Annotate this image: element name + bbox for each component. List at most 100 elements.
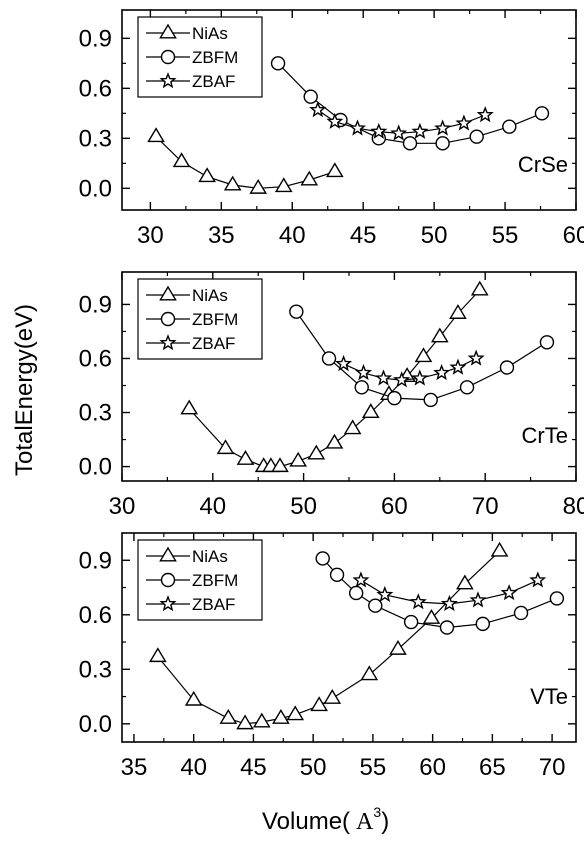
- data-point-zbaf: [449, 358, 467, 375]
- x-tick-label: 80: [563, 493, 584, 520]
- data-point-zbaf: [411, 122, 429, 139]
- y-tick-label: 0.3: [79, 125, 112, 152]
- data-point-zbaf: [393, 371, 411, 388]
- data-point-zbfm: [459, 380, 475, 395]
- data-point-zbfm: [270, 56, 286, 71]
- legend-label-zbfm: ZBFM: [192, 48, 238, 67]
- data-point-nias: [184, 690, 203, 706]
- data-point-zbfm: [435, 136, 450, 151]
- data-point-zbfm: [348, 585, 364, 601]
- series-zbfm: [270, 56, 550, 151]
- data-point-nias: [310, 696, 328, 712]
- y-tick-label: 0.6: [79, 75, 112, 102]
- plot-frame: [121, 9, 577, 211]
- y-tick-label: 0.0: [79, 454, 112, 481]
- data-point-nias: [470, 280, 489, 296]
- data-point-nias: [456, 574, 474, 590]
- y-tick-label: 0.6: [79, 345, 112, 372]
- x-tick-label: 30: [109, 493, 136, 520]
- y-tick-label: 0.0: [79, 175, 112, 202]
- legend-marker-zbfm: [160, 572, 176, 588]
- data-point-zbfm: [439, 620, 455, 635]
- y-tick-label: 0.0: [79, 711, 112, 738]
- chart-panels: 30 35 40 45 50 55 60 0.0 0.3 0.6 0.9 NiAs ZBFM ZBAF Cr…: [79, 9, 584, 781]
- y-tick-label: 0.3: [79, 400, 112, 427]
- x-tick-label: 65: [479, 754, 506, 781]
- data-point-nias: [252, 712, 271, 728]
- data-point-zbfm: [303, 89, 318, 104]
- data-point-nias: [414, 347, 433, 363]
- series-nias: [149, 541, 509, 730]
- data-point-nias: [249, 178, 268, 194]
- data-point-zbaf: [500, 584, 518, 601]
- panel-label: VTe: [530, 684, 568, 709]
- legend-marker-zbaf: [159, 72, 177, 89]
- data-point-nias: [389, 639, 407, 655]
- data-point-nias: [180, 399, 199, 415]
- panel-label: CrSe: [518, 152, 568, 177]
- legend-marker-zbaf: [159, 334, 177, 351]
- panel-label: CrTe: [522, 423, 568, 448]
- y-tick-label: 0.9: [79, 25, 112, 52]
- data-point-zbaf: [326, 112, 344, 129]
- data-point-nias: [325, 433, 344, 449]
- data-point-nias: [216, 439, 235, 455]
- data-point-zbaf: [355, 363, 373, 381]
- data-point-nias: [147, 127, 165, 143]
- data-point-zbaf: [434, 119, 452, 136]
- x-tick-label: 60: [563, 222, 584, 249]
- data-point-nias: [343, 419, 362, 435]
- legend-marker-zbfm: [160, 49, 176, 65]
- x-tick-label: 50: [290, 493, 317, 520]
- x-tick-label: 50: [421, 222, 448, 249]
- data-point-zbfm: [423, 392, 438, 408]
- x-tick-label: 70: [539, 754, 566, 781]
- data-point-zbaf: [467, 349, 485, 366]
- x-tick-label: 45: [350, 222, 377, 249]
- plot-frame: [121, 532, 577, 743]
- data-point-nias: [236, 450, 255, 465]
- legend-label-nias: NiAs: [192, 547, 228, 566]
- x-tick-label: 30: [137, 222, 164, 249]
- data-point-nias: [430, 327, 449, 343]
- x-axis-title: Volume(A3): [262, 804, 389, 835]
- x-tick-label: 60: [381, 493, 408, 520]
- data-point-zbfm: [549, 591, 565, 606]
- x-tick-label: 35: [121, 754, 148, 781]
- data-point-zbfm: [475, 616, 491, 632]
- legend-marker-zbfm: [160, 311, 176, 327]
- data-point-zbfm: [354, 380, 369, 395]
- data-point-nias: [198, 167, 216, 183]
- data-point-zbaf: [390, 124, 408, 141]
- y-axis-title: TotalEnergy(eV): [11, 304, 38, 476]
- legend-marker-nias: [159, 23, 177, 39]
- data-point-nias: [490, 541, 509, 557]
- data-point-nias: [149, 647, 167, 663]
- x-tick-label: 40: [199, 493, 226, 520]
- legend-label-zbaf: ZBAF: [192, 595, 235, 614]
- data-point-zbfm: [315, 551, 330, 566]
- data-point-zbaf: [376, 585, 394, 603]
- x-tick-label: 50: [300, 754, 327, 781]
- data-point-nias: [236, 714, 254, 730]
- x-tick-label: 45: [240, 754, 267, 781]
- series-zbfm: [289, 304, 555, 408]
- series-zbfm: [315, 551, 565, 635]
- x-tick-label: 70: [472, 493, 499, 520]
- data-point-zbfm: [513, 605, 529, 621]
- legend-marker-nias: [159, 546, 177, 562]
- y-tick-label: 0.9: [79, 547, 112, 574]
- legend-label-zbfm: ZBFM: [192, 310, 238, 329]
- data-point-zbfm: [403, 614, 419, 630]
- x-tick-label: 40: [279, 222, 306, 249]
- data-point-nias: [223, 175, 242, 191]
- y-tick-label: 0.9: [79, 291, 112, 318]
- data-point-zbfm: [499, 360, 515, 375]
- x-tick-label: 40: [180, 754, 207, 781]
- panel-crse: 30 35 40 45 50 55 60 0.0 0.3 0.6 0.9 NiAs ZBFM ZBAF Cr…: [79, 9, 584, 249]
- data-point-zbfm: [402, 136, 418, 151]
- data-point-zbaf: [411, 369, 429, 386]
- data-point-nias: [172, 152, 191, 168]
- legend-label-zbaf: ZBAF: [192, 72, 235, 91]
- data-point-nias: [274, 177, 293, 193]
